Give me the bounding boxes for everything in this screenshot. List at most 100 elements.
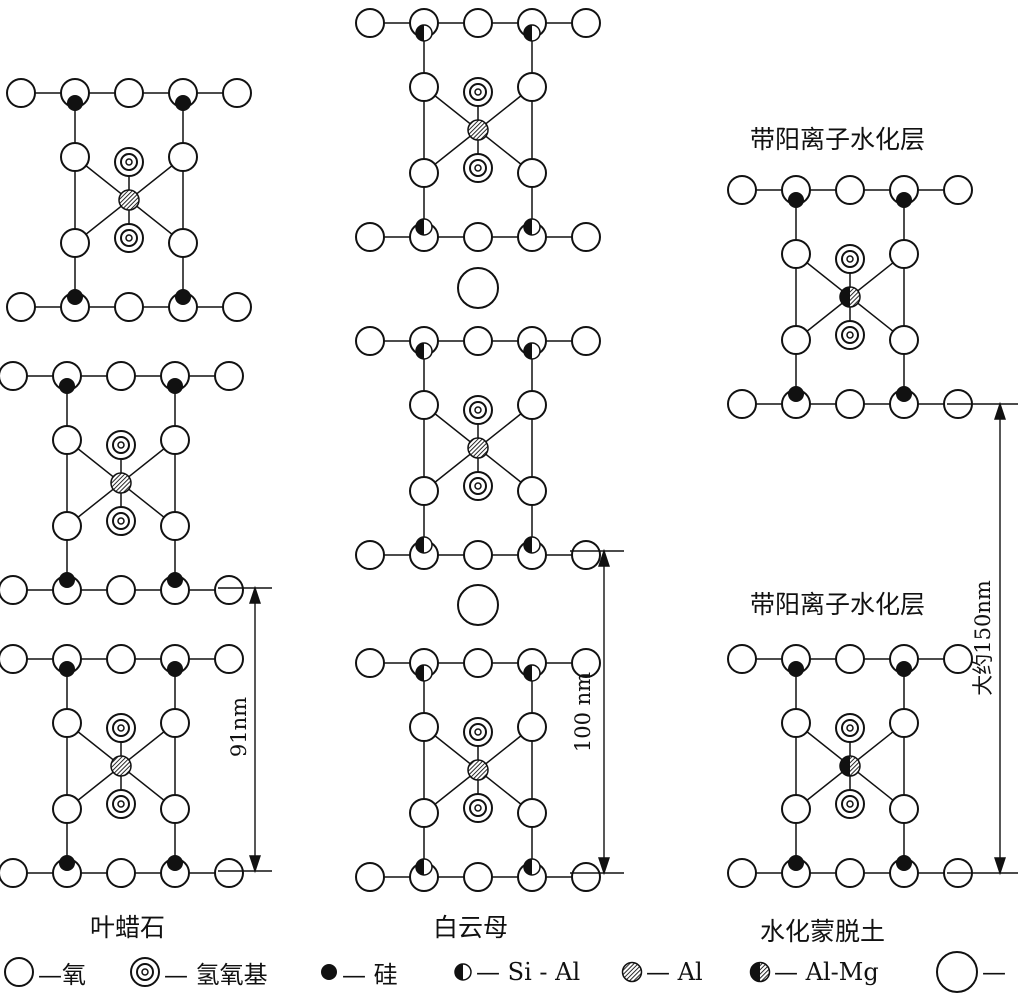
oxygen-atom xyxy=(160,794,190,824)
oxygen-atom xyxy=(781,794,811,824)
octahedral-atom xyxy=(467,119,489,141)
cation-icon xyxy=(936,951,978,993)
oxygen-atom xyxy=(52,794,82,824)
al-mg-icon xyxy=(749,961,771,983)
tetrahedral-atom xyxy=(59,572,75,588)
oxygen-atom xyxy=(943,644,973,674)
oxygen-atom xyxy=(52,425,82,455)
hydroxyl-icon xyxy=(130,957,160,987)
hydroxyl-atom xyxy=(463,153,493,183)
oxygen-atom xyxy=(571,648,601,678)
hydroxyl-atom xyxy=(463,395,493,425)
montmorillonite-layer-1 xyxy=(727,175,973,419)
octahedral-atom xyxy=(110,755,132,777)
spacing-label-muscovite: 100 nm xyxy=(571,671,595,753)
cation-layer-label-bottom: 带阳离子水化层 xyxy=(750,590,926,619)
oxygen-atom xyxy=(214,644,244,674)
hydroxyl-atom xyxy=(106,506,136,536)
oxygen-atom xyxy=(571,540,601,570)
hydroxyl-atom xyxy=(835,789,865,819)
oxygen-atom xyxy=(106,644,136,674)
oxygen-atom xyxy=(355,8,385,38)
tetrahedral-atom xyxy=(167,661,183,677)
tetrahedral-atom xyxy=(415,24,433,42)
legend-item-al-mg: — Al-Mg xyxy=(748,948,879,996)
oxygen-atom xyxy=(222,78,252,108)
octahedral-atom xyxy=(839,755,861,777)
oxygen-atom xyxy=(889,794,919,824)
hydroxyl-atom xyxy=(463,793,493,823)
oxygen-atom xyxy=(781,708,811,738)
tetrahedral-atom xyxy=(896,661,912,677)
pyrophyllite-layer-1 xyxy=(6,78,252,322)
oxygen-atom xyxy=(463,326,493,356)
mineral-label-muscovite: 白云母 xyxy=(433,913,509,942)
oxygen-atom xyxy=(0,361,28,391)
tetrahedral-atom xyxy=(523,218,541,236)
pyrophyllite-layer-2 xyxy=(0,361,244,605)
tetrahedral-atom xyxy=(523,536,541,554)
oxygen-atom xyxy=(52,511,82,541)
hydroxyl-atom xyxy=(463,77,493,107)
oxygen-atom xyxy=(943,175,973,205)
oxygen-atom xyxy=(889,325,919,355)
legend-text-si-al: — Si - Al xyxy=(476,958,581,986)
oxygen-atom xyxy=(114,292,144,322)
hydroxyl-atom xyxy=(835,244,865,274)
oxygen-atom xyxy=(160,511,190,541)
hydroxyl-atom xyxy=(114,147,144,177)
silicon-icon xyxy=(321,964,337,980)
oxygen-atom xyxy=(727,858,757,888)
spacing-arrow-montmorillonite xyxy=(947,401,1018,876)
legend-item-hydroxyl: — 氢氧基 xyxy=(128,948,268,996)
oxygen-atom xyxy=(463,540,493,570)
tetrahedral-atom xyxy=(523,664,541,682)
montmorillonite-layer-2 xyxy=(727,644,973,888)
octahedral-atom xyxy=(110,472,132,494)
oxygen-atom xyxy=(409,158,439,188)
oxygen-atom xyxy=(409,476,439,506)
oxygen-atom xyxy=(571,222,601,252)
oxygen-atom xyxy=(727,644,757,674)
oxygen-atom xyxy=(0,644,28,674)
clay-structure-diagram xyxy=(0,8,1018,892)
oxygen-atom xyxy=(160,425,190,455)
tetrahedral-atom xyxy=(523,858,541,876)
tetrahedral-atom xyxy=(167,572,183,588)
oxygen-atom xyxy=(463,8,493,38)
tetrahedral-atom xyxy=(175,289,191,305)
legend-text-al: — Al xyxy=(646,958,703,986)
oxygen-atom xyxy=(355,540,385,570)
legend-text-al-mg: — Al-Mg xyxy=(774,958,879,986)
spacing-arrow-muscovite xyxy=(570,548,624,876)
oxygen-atom xyxy=(355,862,385,892)
octahedral-atom xyxy=(118,189,140,211)
si-al-icon xyxy=(454,963,472,981)
oxygen-atom xyxy=(889,708,919,738)
tetrahedral-atom xyxy=(523,24,541,42)
oxygen-atom xyxy=(355,222,385,252)
octahedral-atom xyxy=(467,437,489,459)
tetrahedral-atom xyxy=(415,342,433,360)
spacing-label-montmorillonite: 大约150nm xyxy=(971,580,995,696)
oxygen-atom xyxy=(727,175,757,205)
hydroxyl-atom xyxy=(463,471,493,501)
legend: —氧 — 氢氧基 — 硅 — Si - Al — Al — Al-Mg — xyxy=(0,948,1032,996)
oxygen-atom xyxy=(781,239,811,269)
oxygen-atom xyxy=(409,72,439,102)
al-icon xyxy=(621,961,643,983)
oxygen-atom xyxy=(0,858,28,888)
hydroxyl-atom xyxy=(463,717,493,747)
oxygen-atom xyxy=(60,228,90,258)
oxygen-atom xyxy=(222,292,252,322)
oxygen-atom xyxy=(463,648,493,678)
tetrahedral-atom xyxy=(167,378,183,394)
mineral-label-montmorillonite: 水化蒙脱土 xyxy=(760,917,886,946)
legend-item-al: — Al xyxy=(620,948,703,996)
oxygen-atom xyxy=(517,390,547,420)
oxygen-atom xyxy=(835,389,865,419)
tetrahedral-atom xyxy=(59,661,75,677)
oxygen-atom xyxy=(517,798,547,828)
oxygen-atom xyxy=(106,361,136,391)
spacing-label-pyrophyllite: 91nm xyxy=(227,696,251,758)
